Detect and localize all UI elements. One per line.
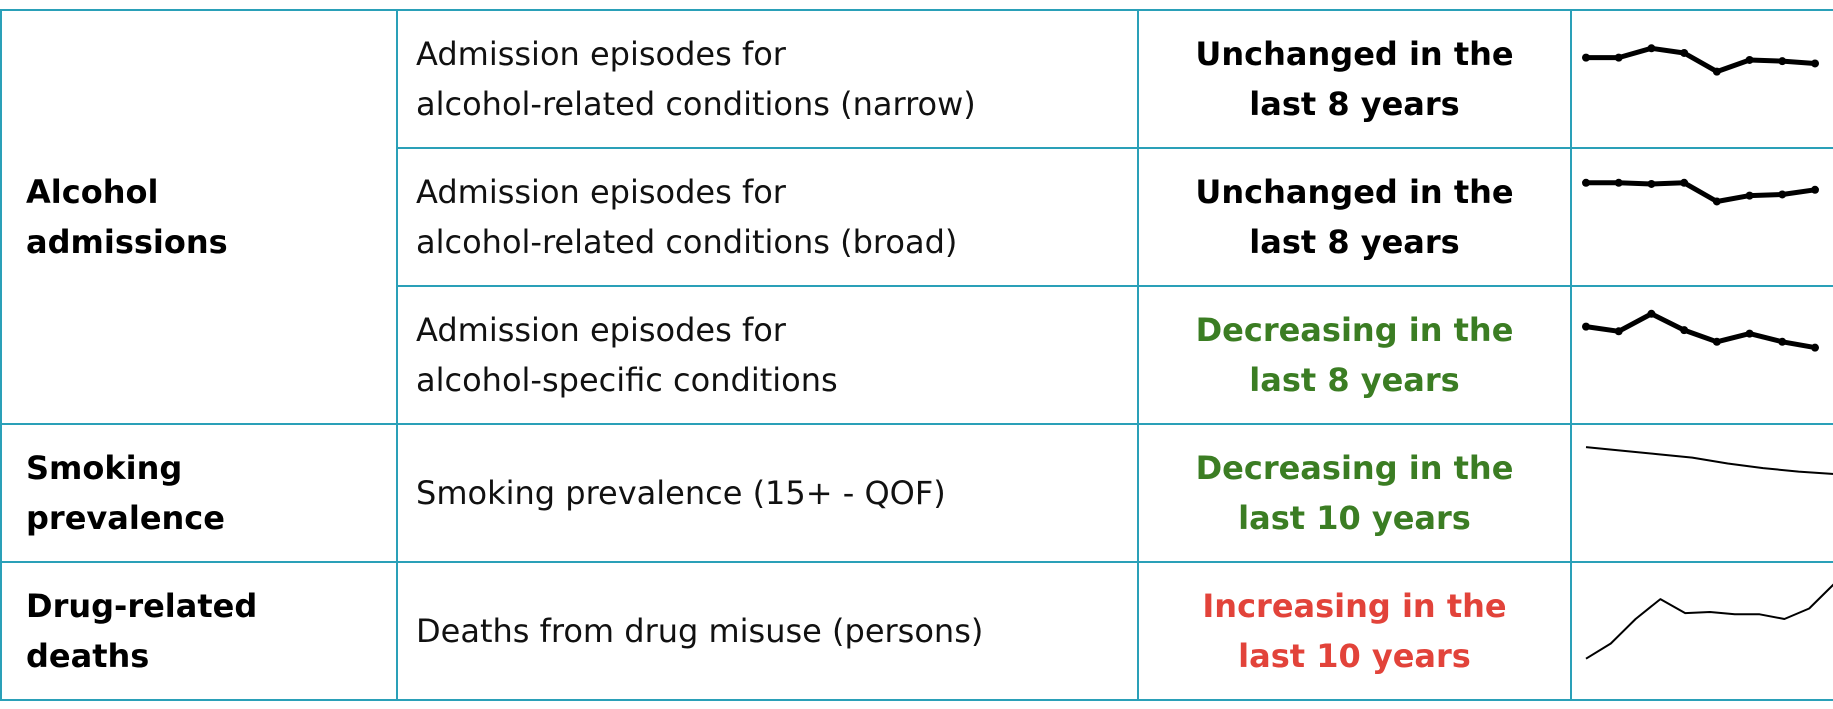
status-label: Unchanged in the bbox=[1195, 173, 1514, 211]
trend-point bbox=[1811, 59, 1819, 68]
trend-point bbox=[1680, 48, 1689, 57]
table-row: Admission episodes for alcohol-specific c… bbox=[1, 285, 1833, 425]
trend-point bbox=[1745, 329, 1754, 338]
table-row: Admission episodes for alcohol-related co… bbox=[1, 147, 1833, 287]
trend-point bbox=[1614, 53, 1623, 62]
trend-point bbox=[1811, 185, 1819, 194]
indicator-label: alcohol-specific conditions bbox=[416, 361, 838, 399]
indicator-cell: Deaths from drug misuse (persons) bbox=[396, 561, 1139, 701]
table-row: Smoking prevalence Smoking prevalence (15+… bbox=[0, 423, 1833, 563]
indicator-label: Admission episodes for bbox=[416, 311, 786, 349]
group-cell: Drug-related deaths bbox=[0, 561, 398, 701]
trend-point bbox=[1614, 327, 1623, 336]
trend-point bbox=[1582, 178, 1590, 187]
trend-point bbox=[1680, 178, 1689, 187]
trend-point bbox=[1778, 337, 1787, 346]
indicator-cell: Admission episodes for alcohol-specific c… bbox=[396, 285, 1139, 425]
status-cell: Decreasing in the last 8 years bbox=[1137, 285, 1572, 425]
group-label: deaths bbox=[26, 637, 150, 675]
indicator-table: Alcohol admissions Admission episodes for a… bbox=[0, 9, 1833, 701]
trend-point bbox=[1778, 190, 1787, 199]
group-label: Smoking bbox=[26, 449, 183, 487]
trend-line bbox=[1585, 446, 1833, 475]
sparkline bbox=[1585, 583, 1833, 660]
indicator-label: Smoking prevalence (15+ - QOF) bbox=[416, 474, 946, 512]
trend-cell bbox=[1570, 561, 1833, 701]
table-row: Drug-related deaths Deaths from drug misus… bbox=[0, 561, 1833, 701]
status-label: last 10 years bbox=[1238, 499, 1471, 537]
trend-point bbox=[1647, 179, 1656, 188]
status-label: last 8 years bbox=[1249, 361, 1460, 399]
trend-point bbox=[1614, 178, 1623, 187]
trend-line bbox=[1586, 45, 1816, 75]
trend-line bbox=[1586, 180, 1816, 204]
indicator-label: Admission episodes for bbox=[416, 35, 786, 73]
indicator-label: Admission episodes for bbox=[416, 173, 786, 211]
status-cell: Unchanged in the last 8 years bbox=[1137, 147, 1572, 287]
status-label: Decreasing in the bbox=[1195, 311, 1514, 349]
trend-point bbox=[1647, 309, 1656, 318]
trend-cell bbox=[1570, 285, 1833, 425]
indicator-label: alcohol-related conditions (narrow) bbox=[416, 85, 976, 123]
indicator-cell: Admission episodes for alcohol-related co… bbox=[396, 9, 1139, 149]
table-row: Alcohol admissions Admission episodes for a… bbox=[0, 9, 1833, 425]
sparkline bbox=[1582, 44, 1819, 76]
trend-point bbox=[1712, 337, 1721, 346]
indicator-label: alcohol-related conditions (broad) bbox=[416, 223, 958, 261]
trend-cell bbox=[1570, 147, 1833, 287]
trend-point bbox=[1778, 57, 1787, 66]
status-label: last 10 years bbox=[1238, 637, 1471, 675]
trend-point bbox=[1582, 322, 1590, 331]
group-cell: Alcohol admissions bbox=[0, 9, 398, 425]
group-label: Drug-related bbox=[26, 587, 258, 625]
trend-point bbox=[1712, 197, 1721, 206]
trend-point bbox=[1745, 191, 1754, 200]
trend-cell bbox=[1570, 423, 1833, 563]
status-cell: Unchanged in the last 8 years bbox=[1137, 9, 1572, 149]
trend-cell bbox=[1570, 9, 1833, 149]
indicator-cell: Smoking prevalence (15+ - QOF) bbox=[396, 423, 1139, 563]
status-label: Increasing in the bbox=[1202, 587, 1507, 625]
group-label: admissions bbox=[26, 223, 228, 261]
group-cell: Smoking prevalence bbox=[0, 423, 398, 563]
group-label: prevalence bbox=[26, 499, 225, 537]
trend-point bbox=[1680, 326, 1689, 335]
trend-point bbox=[1582, 53, 1590, 62]
trend-point bbox=[1647, 44, 1656, 53]
status-label: Decreasing in the bbox=[1195, 449, 1514, 487]
trend-line bbox=[1585, 311, 1816, 351]
sparkline bbox=[1585, 446, 1833, 475]
trend-line bbox=[1585, 583, 1833, 660]
trend-point bbox=[1811, 343, 1819, 352]
status-cell: Decreasing in the last 10 years bbox=[1137, 423, 1572, 563]
sparkline bbox=[1582, 178, 1819, 206]
indicator-cell: Admission episodes for alcohol-related co… bbox=[396, 147, 1139, 287]
trend-point bbox=[1745, 55, 1754, 64]
status-cell: Increasing in the last 10 years bbox=[1137, 561, 1572, 701]
trend-point bbox=[1712, 67, 1721, 76]
indicator-label: Deaths from drug misuse (persons) bbox=[416, 612, 984, 650]
status-label: last 8 years bbox=[1249, 223, 1460, 261]
status-label: Unchanged in the bbox=[1195, 35, 1514, 73]
status-label: last 8 years bbox=[1249, 85, 1460, 123]
sparkline bbox=[1582, 309, 1819, 352]
group-label: Alcohol bbox=[26, 173, 159, 211]
